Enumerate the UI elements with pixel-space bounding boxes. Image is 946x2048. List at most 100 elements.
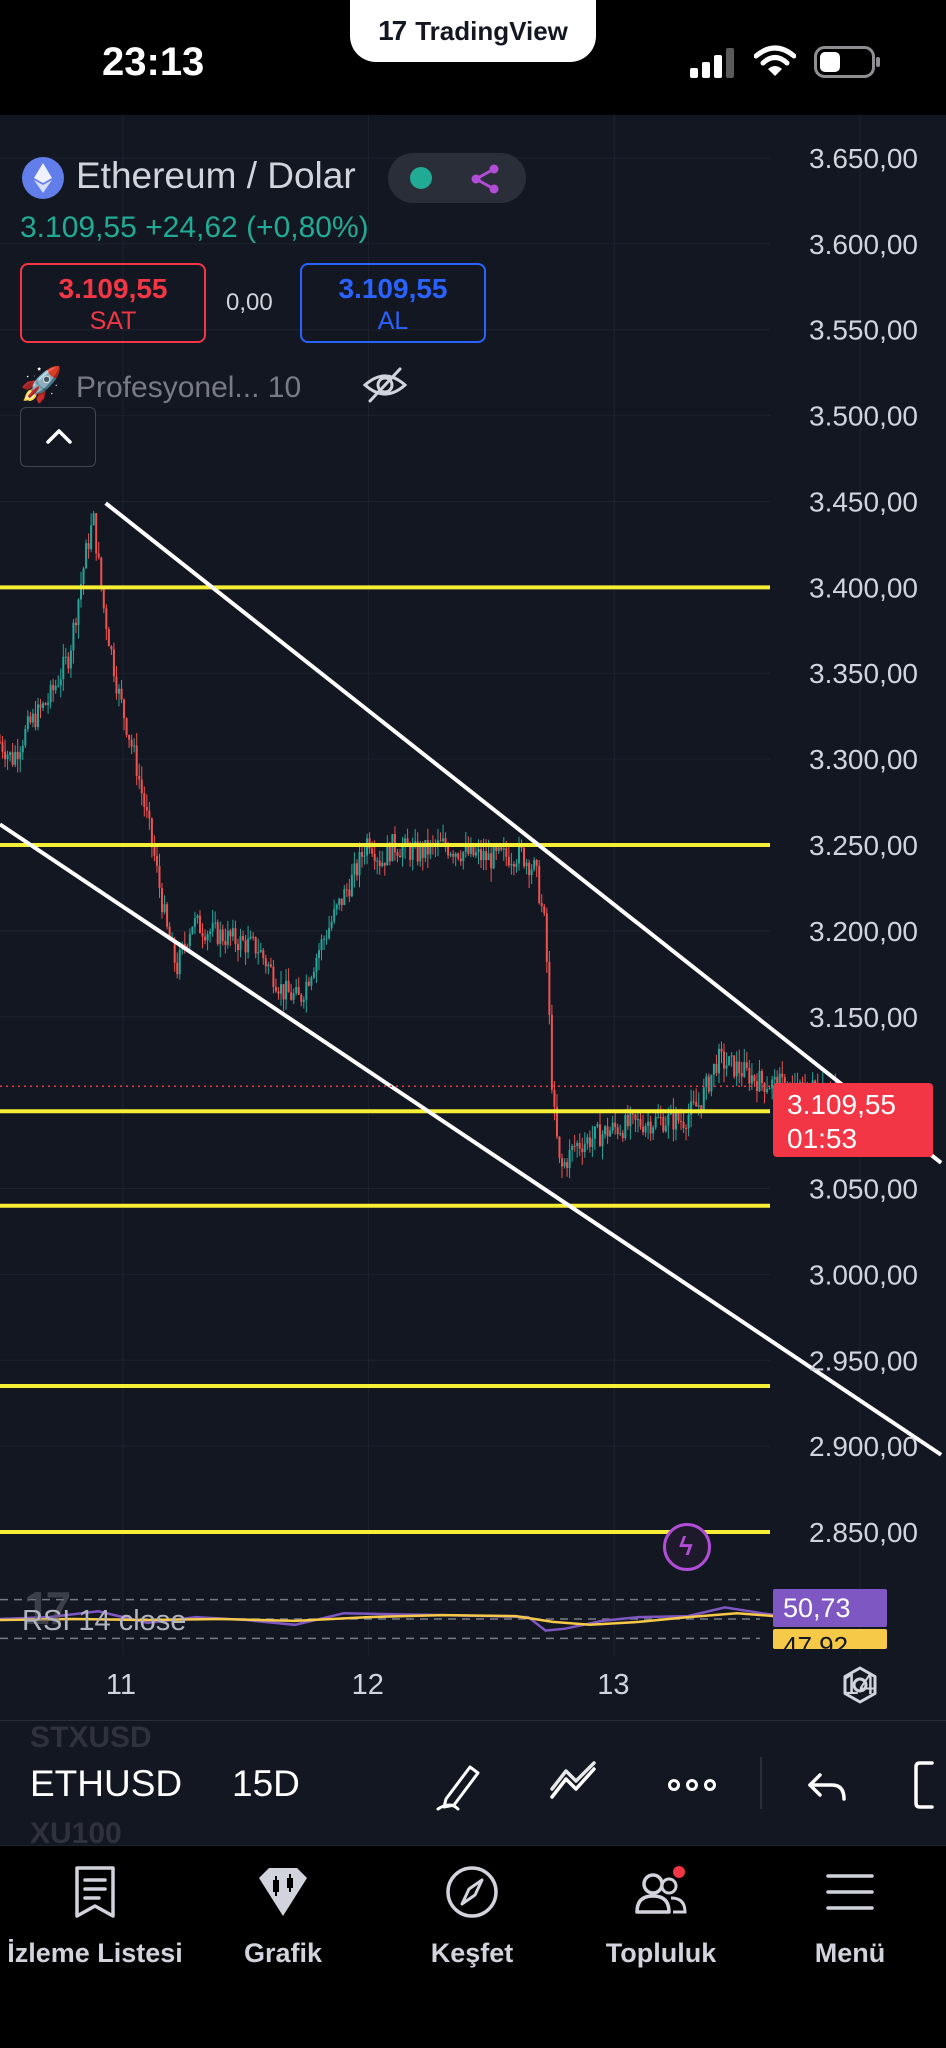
- candle-body: [426, 840, 429, 855]
- candle-body: [419, 845, 422, 862]
- candle-body: [42, 703, 45, 708]
- ghost-symbol-previous[interactable]: STXUSD: [30, 1721, 152, 1754]
- candle-body: [112, 649, 115, 677]
- time-axis[interactable]: 11 12 13 14: [0, 1655, 946, 1715]
- trend-lines[interactable]: [0, 501, 943, 1457]
- brand-pill: 17 TradingView: [350, 0, 596, 62]
- share-icon[interactable]: [470, 163, 502, 195]
- price-axis-label: 3.350,00: [809, 658, 918, 689]
- candle-body: [307, 981, 310, 986]
- rsi-pane[interactable]: [0, 1598, 836, 1640]
- symbol-selector[interactable]: ETHUSD: [30, 1763, 183, 1804]
- candle-body: [690, 1101, 693, 1115]
- candle-body: [209, 931, 212, 934]
- candle-body: [353, 863, 356, 875]
- symbol-title[interactable]: Ethereum / Dolar: [76, 155, 356, 196]
- candle-body: [383, 862, 386, 866]
- price-change: +24,62: [145, 211, 238, 244]
- candle-body: [310, 977, 313, 986]
- indicators-icon[interactable]: [548, 1759, 600, 1811]
- candle-body: [500, 847, 503, 850]
- collapse-legend-button[interactable]: [20, 407, 96, 467]
- candle-body: [449, 854, 452, 856]
- nav-menu[interactable]: Menü: [755, 1864, 945, 1969]
- candle-body: [740, 1073, 743, 1077]
- buy-price: 3.109,55: [338, 273, 448, 304]
- candle-body: [102, 587, 105, 609]
- candle-body: [49, 684, 52, 703]
- candle-body: [77, 599, 80, 626]
- rsi-label[interactable]: RSI 14 close: [22, 1605, 187, 1637]
- candle-body: [166, 904, 169, 927]
- settings-icon[interactable]: [840, 1665, 880, 1705]
- price-chart[interactable]: 3.650,00 3.600,00 3.550,00 3.500,00 3.450,00…: [0, 115, 946, 1720]
- rocket-icon: 🚀: [20, 366, 63, 404]
- candle-body: [459, 858, 462, 862]
- nav-chart[interactable]: Grafik: [188, 1864, 378, 1969]
- candle-body: [401, 846, 404, 858]
- market-status-pill[interactable]: [388, 153, 526, 203]
- candle-body: [153, 844, 156, 856]
- candle-body: [231, 928, 234, 937]
- candle-body: [748, 1067, 751, 1084]
- candle-body: [358, 852, 361, 876]
- fullscreen-icon[interactable]: [912, 1759, 946, 1811]
- bottom-navigation: İzleme Listesi Grafik Keşfet Topluluk: [0, 1845, 946, 2048]
- drawing-pen-icon[interactable]: [434, 1759, 486, 1811]
- candle-body: [768, 1088, 771, 1090]
- price-axis[interactable]: 3.650,00 3.600,00 3.550,00 3.500,00 3.450,00…: [809, 143, 918, 1548]
- candle-body: [730, 1055, 733, 1057]
- eye-off-icon[interactable]: [362, 365, 408, 405]
- candle-body: [140, 779, 143, 794]
- candle-body: [750, 1075, 753, 1084]
- candle-body: [0, 741, 1, 743]
- candle-body: [469, 844, 472, 854]
- candle-body: [629, 1113, 632, 1127]
- quick-action-button[interactable]: ϟ: [663, 1523, 711, 1571]
- sell-button[interactable]: 3.109,55 SAT: [20, 263, 206, 343]
- candle-body: [464, 845, 467, 853]
- undo-icon[interactable]: [802, 1759, 854, 1811]
- date-label: 13: [597, 1669, 630, 1701]
- candle-body: [280, 984, 283, 994]
- nav-menu-label: Menü: [814, 1938, 886, 1968]
- candle-body: [272, 966, 275, 988]
- candle-body: [14, 751, 17, 765]
- candle-body: [138, 776, 141, 780]
- candle-body: [21, 745, 24, 753]
- nav-explore[interactable]: Keşfet: [377, 1864, 567, 1969]
- candle-body: [297, 987, 300, 995]
- candle-body: [4, 751, 7, 760]
- candle-body: [771, 1079, 774, 1089]
- ethereum-icon: [22, 157, 64, 199]
- ghost-symbol-next[interactable]: XU100: [30, 1817, 122, 1850]
- candle-body: [593, 1126, 596, 1139]
- candle-body: [490, 853, 493, 869]
- candle-body: [444, 838, 447, 847]
- more-icon[interactable]: [666, 1759, 718, 1811]
- candle-body: [57, 685, 60, 687]
- candle-body: [497, 847, 500, 852]
- nav-community[interactable]: Topluluk: [566, 1864, 756, 1969]
- candle-body: [571, 1145, 574, 1150]
- chart-area[interactable]: 3.650,00 3.600,00 3.550,00 3.500,00 3.450,00…: [0, 115, 946, 1720]
- horizontal-levels[interactable]: [0, 585, 770, 1535]
- candle-body: [206, 933, 209, 941]
- interval-selector[interactable]: 15D: [232, 1763, 300, 1804]
- candle-body: [735, 1061, 738, 1077]
- candle-body: [472, 844, 475, 856]
- indicator-legend[interactable]: 🚀 Profesyonel... 10: [20, 363, 520, 413]
- candle-body: [611, 1122, 614, 1131]
- candle-body: [512, 864, 515, 867]
- buy-button[interactable]: 3.109,55 AL: [300, 263, 486, 343]
- indicator-label[interactable]: Profesyonel... 10: [76, 371, 302, 404]
- candle-body: [257, 952, 260, 954]
- candle-body: [543, 906, 546, 914]
- price-axis-label: 3.050,00: [809, 1174, 918, 1205]
- candle-body: [300, 994, 303, 1002]
- candle-body: [515, 863, 518, 867]
- candle-body: [474, 852, 477, 856]
- candle-body: [753, 1075, 756, 1082]
- nav-watchlist[interactable]: İzleme Listesi: [0, 1864, 190, 1969]
- candle-body: [548, 961, 551, 1015]
